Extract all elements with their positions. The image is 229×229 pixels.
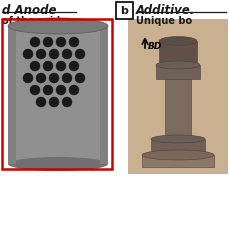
Bar bbox=[0, 0, 114, 229]
Circle shape bbox=[49, 98, 59, 108]
Circle shape bbox=[23, 74, 33, 84]
Bar bbox=[114, 0, 229, 229]
Ellipse shape bbox=[8, 157, 108, 171]
Circle shape bbox=[75, 74, 85, 84]
Bar bbox=[8, 27, 108, 164]
Circle shape bbox=[62, 74, 72, 84]
Bar bbox=[141, 155, 213, 167]
Circle shape bbox=[36, 50, 46, 60]
Circle shape bbox=[36, 74, 46, 84]
Text: Unique bo: Unique bo bbox=[135, 16, 191, 26]
Circle shape bbox=[62, 98, 72, 108]
Circle shape bbox=[56, 86, 66, 95]
Ellipse shape bbox=[155, 62, 199, 70]
Bar bbox=[8, 27, 16, 164]
Circle shape bbox=[69, 38, 79, 48]
Bar bbox=[100, 27, 108, 164]
Bar bbox=[150, 139, 204, 155]
Bar bbox=[155, 66, 199, 80]
Text: BD: BD bbox=[147, 42, 162, 51]
Circle shape bbox=[75, 50, 85, 60]
Bar bbox=[164, 80, 190, 139]
Bar bbox=[158, 42, 196, 66]
Ellipse shape bbox=[158, 37, 196, 46]
Circle shape bbox=[49, 74, 59, 84]
Circle shape bbox=[30, 86, 40, 95]
Bar bbox=[2, 20, 112, 169]
Text: d Anode: d Anode bbox=[2, 4, 56, 17]
Circle shape bbox=[69, 62, 79, 72]
Circle shape bbox=[30, 38, 40, 48]
Ellipse shape bbox=[150, 135, 204, 143]
Ellipse shape bbox=[8, 19, 108, 35]
Circle shape bbox=[36, 98, 46, 108]
Bar bbox=[128, 20, 227, 174]
Text: of the grid: of the grid bbox=[2, 16, 60, 26]
Bar bbox=[115, 3, 132, 20]
Circle shape bbox=[49, 50, 59, 60]
Circle shape bbox=[69, 86, 79, 95]
Text: Additive.: Additive. bbox=[135, 4, 194, 17]
Circle shape bbox=[43, 86, 53, 95]
Circle shape bbox=[43, 38, 53, 48]
Text: b: b bbox=[120, 6, 128, 16]
Circle shape bbox=[30, 62, 40, 72]
Circle shape bbox=[23, 50, 33, 60]
Circle shape bbox=[56, 62, 66, 72]
Ellipse shape bbox=[141, 150, 213, 160]
Circle shape bbox=[43, 62, 53, 72]
Circle shape bbox=[62, 50, 72, 60]
Circle shape bbox=[56, 38, 66, 48]
